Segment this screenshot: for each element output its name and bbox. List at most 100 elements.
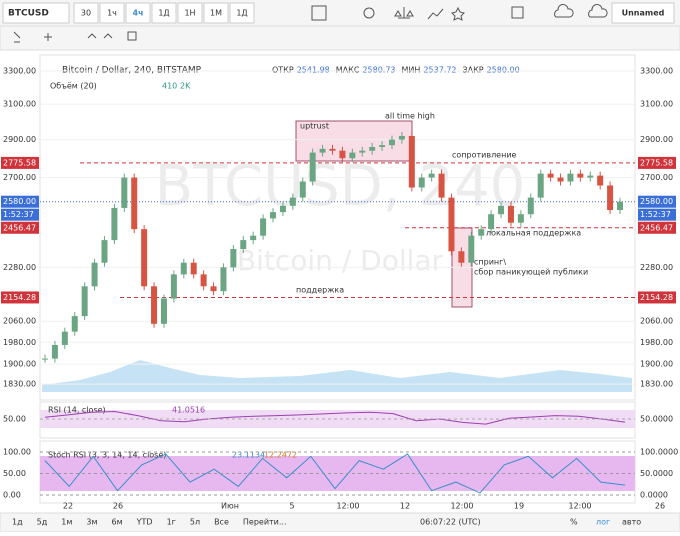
candle — [61, 331, 68, 345]
range-button[interactable]: 5л — [190, 518, 200, 527]
price-tag-label: 2154.28 — [640, 293, 673, 302]
price-tag-label: 2154.28 — [3, 293, 36, 302]
interval[interactable]: 1Д — [236, 9, 247, 18]
candle — [448, 197, 455, 252]
price-tag-label: 2456.47 — [640, 223, 673, 232]
price-label: 3100.00 — [640, 100, 673, 109]
stoch-k: 23.1134 — [232, 451, 265, 460]
time-label: 19 — [514, 502, 524, 511]
candle — [507, 205, 514, 223]
range-button[interactable]: 6м — [112, 518, 123, 527]
interval[interactable]: 30 — [81, 9, 91, 18]
candle — [121, 177, 128, 208]
candle — [151, 286, 158, 324]
rsi-line — [44, 410, 626, 425]
candle — [597, 175, 604, 186]
time-label: 12:00 — [568, 502, 591, 511]
interval-button[interactable] — [203, 2, 229, 24]
candle — [428, 173, 435, 178]
range-button[interactable]: Перейти... — [243, 518, 287, 527]
candle — [299, 181, 306, 198]
ohlc-value: 2580.00 — [487, 66, 520, 75]
interval[interactable]: 4ч — [132, 9, 143, 18]
price-label: 2280.00 — [3, 263, 36, 272]
ohlc-label: МИН — [402, 66, 421, 75]
candle — [81, 286, 88, 317]
interval[interactable]: 1Д — [158, 9, 169, 18]
bottom-bar — [0, 512, 680, 533]
option[interactable]: лог — [596, 518, 610, 527]
interval-button[interactable] — [151, 2, 177, 24]
toolbar-icons — [13, 3, 608, 43]
candle — [388, 139, 395, 146]
price-label: 2900.00 — [640, 135, 673, 144]
layout-box[interactable] — [611, 2, 675, 24]
price-label: 1900.00 — [3, 360, 36, 369]
candle — [408, 135, 415, 188]
candle — [319, 148, 326, 153]
price-tag — [638, 221, 676, 234]
price-tag — [638, 291, 676, 304]
range-button[interactable]: 1м — [61, 518, 72, 527]
annotation: uptrust — [300, 122, 329, 131]
candle — [587, 175, 594, 178]
volume-value: 2K — [180, 82, 191, 91]
candle — [478, 229, 485, 236]
range-button[interactable]: Все — [214, 518, 229, 527]
interval-button[interactable] — [177, 2, 203, 24]
watermark: BTCUSD, 240 — [155, 154, 526, 219]
symbol-box[interactable] — [2, 2, 70, 24]
stoch-tick: 50.00 — [3, 469, 26, 478]
price-label: 1830.00 — [640, 380, 673, 389]
price-tag-label: 2775.58 — [3, 158, 36, 167]
time-label: 12 — [400, 502, 410, 511]
candle — [557, 177, 564, 182]
price-label: 1980.00 — [3, 338, 36, 347]
annotation: сбор паникующей публики — [474, 268, 588, 277]
ohlc-label: ЗАКР — [463, 66, 484, 75]
annotation: all time high — [385, 112, 435, 121]
time-label: Июн — [221, 502, 239, 511]
ohlc-value: 2580.73 — [362, 66, 395, 75]
price-tag-label: 1:52:37 — [640, 210, 671, 219]
candle — [270, 212, 277, 219]
rsi-last: 41.0516 — [172, 406, 205, 415]
interval[interactable]: 1Н — [184, 9, 195, 18]
candle — [577, 173, 584, 178]
volume-label: Объём (20) — [50, 82, 97, 91]
candle — [488, 214, 495, 230]
ohlc-label: ОТКР — [272, 66, 294, 75]
interval-button[interactable] — [99, 2, 125, 24]
interval-button[interactable] — [229, 2, 255, 24]
candle — [220, 267, 227, 292]
interval[interactable]: 1М — [210, 9, 222, 18]
symbol[interactable]: BTCUSD — [8, 9, 49, 19]
range-button[interactable]: 1д — [12, 518, 23, 527]
range-button[interactable]: 3м — [86, 518, 97, 527]
range-button[interactable]: YTD — [136, 518, 153, 527]
interval-button[interactable] — [73, 2, 99, 24]
price-label: 2060.00 — [3, 317, 36, 326]
interval-button[interactable] — [125, 2, 151, 24]
annotation: сопротивление — [452, 151, 517, 160]
price-tag — [638, 195, 676, 208]
range-button[interactable]: 5д — [37, 518, 48, 527]
interval[interactable]: 1ч — [107, 9, 117, 18]
price-label: 3300.00 — [3, 67, 36, 76]
price-label: 1980.00 — [640, 338, 673, 347]
candle — [498, 205, 505, 215]
layout-name[interactable]: Unnamed — [622, 9, 665, 18]
price-label: 2700.00 — [640, 173, 673, 182]
stoch-line — [44, 453, 626, 494]
rsi-tick: 50.0000 — [640, 415, 673, 424]
option[interactable]: авто — [622, 518, 641, 527]
candle — [91, 262, 98, 287]
candle — [398, 135, 405, 140]
candle — [250, 235, 257, 241]
price-tag — [638, 156, 676, 169]
candle — [349, 152, 356, 159]
stoch-tick: 100.00 — [3, 448, 31, 457]
range-button[interactable]: 1г — [167, 518, 176, 527]
option[interactable]: % — [570, 518, 578, 527]
